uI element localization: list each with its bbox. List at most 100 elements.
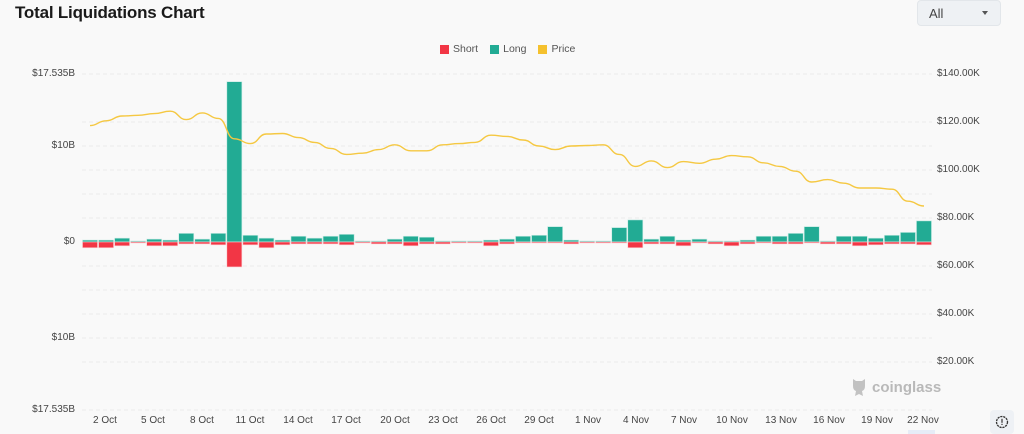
long-bar[interactable]: [627, 219, 644, 243]
long-bar[interactable]: [226, 81, 243, 243]
short-bar[interactable]: [579, 241, 596, 244]
long-bar[interactable]: [531, 234, 547, 243]
time-range-dropdown[interactable]: All: [917, 0, 1001, 26]
short-bar[interactable]: [675, 241, 692, 247]
long-bar[interactable]: [258, 237, 275, 243]
short-bar[interactable]: [338, 241, 355, 246]
legend-item-short[interactable]: Short: [440, 43, 478, 55]
long-bar[interactable]: [755, 235, 772, 243]
short-bar[interactable]: [354, 241, 371, 244]
long-bar[interactable]: [611, 227, 628, 243]
long-bar[interactable]: [306, 237, 323, 243]
long-bar[interactable]: [402, 235, 419, 243]
short-bar[interactable]: [258, 241, 275, 249]
x-axis-label: 2 Oct: [93, 415, 117, 426]
short-bar[interactable]: [146, 241, 162, 247]
short-bar[interactable]: [402, 241, 419, 247]
short-bar[interactable]: [611, 241, 628, 244]
long-bar[interactable]: [114, 237, 130, 243]
long-bar[interactable]: [691, 238, 708, 243]
short-bar[interactable]: [643, 241, 660, 245]
long-bar[interactable]: [322, 235, 339, 243]
short-bar[interactable]: [178, 241, 195, 245]
short-bar[interactable]: [274, 241, 291, 246]
short-bar[interactable]: [114, 241, 130, 247]
x-axis-label: 10 Nov: [716, 415, 748, 426]
short-bar[interactable]: [819, 241, 836, 245]
long-bar[interactable]: [868, 237, 884, 243]
x-axis-label: 29 Oct: [524, 415, 554, 426]
long-bar[interactable]: [178, 233, 195, 243]
long-bar[interactable]: [852, 235, 868, 243]
long-bar[interactable]: [659, 235, 676, 243]
long-bar[interactable]: [242, 234, 259, 243]
short-bar[interactable]: [595, 241, 612, 244]
short-bar[interactable]: [418, 241, 435, 245]
long-bar[interactable]: [835, 235, 852, 243]
short-bar[interactable]: [531, 241, 547, 244]
left-axis-label: $10B: [51, 140, 75, 151]
legend-item-price[interactable]: Price: [538, 43, 575, 55]
long-bar[interactable]: [210, 233, 227, 243]
info-button[interactable]: [990, 410, 1014, 434]
short-bar[interactable]: [467, 241, 483, 244]
short-bar[interactable]: [707, 241, 724, 245]
short-bar[interactable]: [739, 241, 756, 245]
long-bar[interactable]: [515, 235, 531, 243]
long-bar[interactable]: [547, 226, 563, 243]
long-bar[interactable]: [499, 238, 515, 243]
short-bar[interactable]: [868, 241, 884, 246]
short-bar[interactable]: [210, 241, 227, 246]
short-bar[interactable]: [627, 241, 644, 249]
short-bar[interactable]: [900, 241, 916, 245]
short-bar[interactable]: [435, 241, 451, 245]
short-bar[interactable]: [723, 241, 740, 247]
long-bar[interactable]: [386, 238, 403, 243]
long-bar[interactable]: [290, 235, 307, 243]
short-bar[interactable]: [386, 241, 403, 245]
short-bar[interactable]: [515, 241, 531, 244]
x-axis-label: 19 Nov: [861, 415, 893, 426]
short-bar[interactable]: [659, 241, 676, 245]
short-bar[interactable]: [451, 241, 467, 244]
short-bar[interactable]: [130, 241, 146, 244]
long-bar[interactable]: [916, 220, 932, 243]
short-bar[interactable]: [226, 241, 243, 268]
short-bar[interactable]: [547, 241, 563, 244]
long-bar[interactable]: [418, 236, 435, 243]
short-bar[interactable]: [306, 241, 323, 245]
short-bar[interactable]: [370, 241, 387, 245]
short-bar[interactable]: [194, 241, 211, 245]
short-bar[interactable]: [852, 241, 868, 247]
long-bar[interactable]: [771, 235, 788, 243]
long-bar[interactable]: [146, 238, 162, 243]
short-bar[interactable]: [787, 241, 804, 245]
right-axis-label: $80.00K: [937, 212, 975, 223]
short-bar[interactable]: [771, 241, 788, 245]
legend-item-long[interactable]: Long: [490, 43, 526, 55]
short-bar[interactable]: [691, 241, 708, 244]
short-bar[interactable]: [835, 241, 852, 245]
short-bar[interactable]: [322, 241, 339, 245]
long-bar[interactable]: [194, 238, 211, 243]
short-bar[interactable]: [242, 241, 259, 246]
long-bar[interactable]: [643, 238, 660, 243]
short-bar[interactable]: [82, 241, 98, 249]
short-bar[interactable]: [483, 241, 499, 247]
long-bar[interactable]: [884, 234, 900, 243]
long-bar[interactable]: [900, 232, 916, 243]
chevron-down-icon: [982, 11, 988, 15]
long-bar[interactable]: [787, 233, 804, 243]
short-bar[interactable]: [162, 241, 179, 247]
short-bar[interactable]: [98, 241, 114, 249]
long-bar[interactable]: [338, 234, 355, 243]
short-bar[interactable]: [755, 241, 772, 244]
long-bar[interactable]: [803, 226, 820, 243]
short-bar[interactable]: [563, 241, 579, 245]
short-bar[interactable]: [290, 241, 307, 245]
short-bar[interactable]: [499, 241, 515, 245]
short-bar[interactable]: [803, 241, 820, 244]
short-bar[interactable]: [884, 241, 900, 245]
short-bar[interactable]: [916, 241, 932, 246]
